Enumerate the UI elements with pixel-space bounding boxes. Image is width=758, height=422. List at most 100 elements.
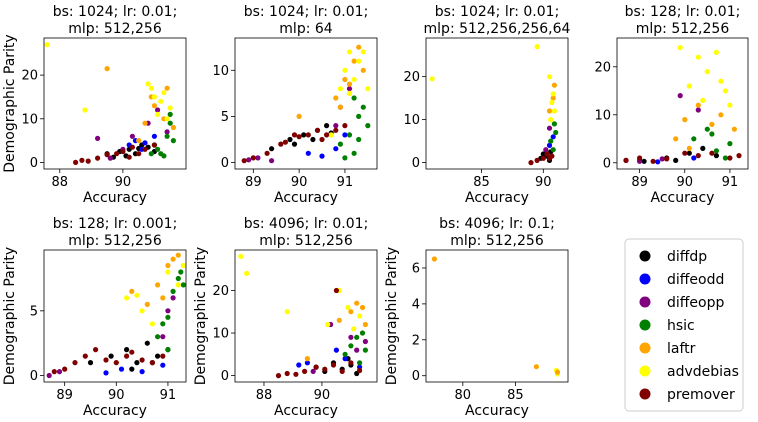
point-advdebias: [161, 90, 167, 96]
x-axis-label: Accuracy: [83, 403, 147, 419]
point-diffeodd: [139, 369, 145, 375]
point-laftr: [104, 66, 110, 72]
point-premover: [682, 150, 688, 156]
point-laftr: [160, 295, 166, 301]
y-tick-label: 2: [412, 333, 420, 348]
point-premover: [302, 368, 308, 374]
point-hsic: [553, 129, 559, 136]
point-premover: [348, 360, 354, 366]
legend-box: [624, 238, 744, 412]
point-premover: [727, 155, 733, 161]
point-premover: [637, 155, 643, 161]
point-laftr: [533, 364, 540, 370]
point-premover: [103, 357, 109, 363]
point-advdebias: [360, 49, 366, 55]
point-laftr: [165, 262, 171, 269]
point-premover: [549, 153, 555, 159]
point-laftr: [682, 117, 688, 123]
point-hsic: [360, 104, 366, 110]
point-premover: [357, 367, 363, 374]
point-advdebias: [148, 85, 154, 91]
point-premover: [736, 153, 742, 159]
point-premover: [114, 151, 120, 157]
point-diffeopp: [354, 347, 360, 353]
point-diffdp: [324, 123, 330, 129]
point-advdebias: [357, 313, 363, 319]
legend-marker-diffeopp: [639, 296, 651, 308]
point-diffdp: [713, 153, 720, 159]
point-advdebias: [365, 86, 371, 92]
point-advdebias: [124, 295, 130, 301]
point-diffeodd: [333, 347, 339, 353]
point-premover: [291, 132, 298, 138]
point-laftr: [164, 85, 170, 91]
point-premover: [149, 360, 155, 366]
point-advdebias: [722, 88, 729, 94]
panel-title-line1: bs: 4096; lr: 0.01;: [244, 216, 369, 232]
point-diffdp: [301, 132, 307, 138]
point-hsic: [691, 136, 697, 142]
point-premover: [623, 157, 629, 163]
point-laftr: [709, 121, 715, 127]
point-laftr: [360, 67, 366, 73]
point-hsic: [704, 126, 710, 132]
point-premover: [126, 154, 132, 160]
scatter-panel-7: bs: 4096; lr: 0.1;mlp: 512,256 80 85 0 2 4 6 Ac…: [384, 216, 569, 419]
plot-frame: [43, 37, 187, 170]
point-diffdp: [641, 158, 647, 164]
y-tick-label: 5: [221, 110, 229, 125]
x-tick-label: 90: [535, 175, 552, 190]
point-hsic: [155, 334, 161, 340]
point-hsic: [362, 347, 368, 353]
point-diffeopp: [56, 369, 63, 375]
point-premover: [93, 347, 99, 353]
point-diffdp: [269, 146, 275, 152]
y-tick-label: 0: [221, 369, 229, 384]
panel-title-line2: mlp: 512,256,256,64: [424, 21, 571, 37]
point-advdebias: [548, 117, 554, 123]
point-hsic: [148, 151, 154, 157]
point-laftr: [695, 102, 701, 108]
point-premover: [650, 158, 656, 164]
legend-label-hsic: hsic: [667, 318, 695, 334]
y-tick-label: 20: [212, 284, 229, 299]
point-hsic: [365, 123, 371, 129]
point-premover: [264, 150, 270, 156]
point-laftr: [151, 103, 157, 109]
point-advdebias: [549, 99, 555, 105]
x-tick-label: 91: [722, 175, 739, 190]
point-premover: [664, 156, 670, 162]
point-premover: [540, 155, 546, 161]
point-hsic: [170, 288, 176, 294]
point-laftr: [686, 145, 692, 151]
point-premover: [113, 360, 119, 366]
point-diffdp: [129, 366, 135, 372]
point-diffdp: [291, 141, 298, 147]
point-advdebias: [345, 304, 351, 311]
point-diffdp: [124, 347, 130, 353]
point-premover: [51, 369, 57, 375]
point-diffeopp: [165, 308, 171, 314]
point-diffeopp: [129, 133, 135, 139]
plot-frame: [234, 249, 378, 383]
legend-marker-advdebias: [639, 365, 651, 377]
point-premover: [284, 370, 290, 377]
point-premover: [85, 158, 91, 164]
point-laftr: [546, 108, 553, 114]
x-tick-label: 90: [115, 175, 132, 190]
point-diffdp: [108, 353, 114, 359]
point-diffeopp: [95, 135, 101, 141]
plot-frame: [425, 37, 569, 170]
legend-marker-laftr: [639, 342, 651, 354]
point-diffeopp: [155, 107, 161, 113]
point-premover: [324, 132, 330, 138]
x-tick-label: 88: [256, 388, 273, 403]
point-laftr: [673, 136, 679, 142]
point-laftr: [155, 282, 161, 288]
point-hsic: [164, 133, 170, 139]
point-diffeopp: [164, 129, 170, 135]
x-tick-label: 91: [160, 388, 177, 403]
point-diffeodd: [546, 142, 553, 148]
point-hsic: [351, 150, 357, 156]
